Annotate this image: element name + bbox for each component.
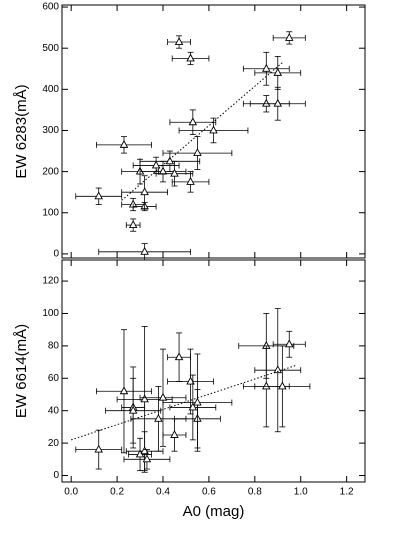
point — [262, 381, 271, 390]
point — [94, 191, 103, 200]
point — [119, 139, 129, 148]
y-tick-label: 500 — [42, 43, 59, 54]
y-tick-label: 20 — [48, 438, 60, 449]
fit-line — [71, 364, 297, 441]
point — [94, 444, 103, 453]
y-tick-label: 0 — [53, 470, 59, 481]
point — [128, 220, 138, 229]
x-tick-label: 0.6 — [202, 487, 216, 498]
point — [140, 187, 149, 196]
point — [174, 37, 184, 45]
x-tick-label: 0.0 — [64, 487, 78, 498]
point — [284, 32, 294, 41]
y-tick-label: 120 — [42, 276, 59, 287]
point — [193, 148, 202, 157]
y-axis-label: EW 6283(mÅ) — [13, 84, 30, 178]
point — [273, 67, 283, 76]
y-tick-label: 60 — [48, 373, 60, 384]
y-tick-label: 100 — [42, 207, 59, 218]
x-axis-label: A0 (mag) — [183, 503, 245, 520]
point — [186, 176, 195, 185]
y-tick-label: 400 — [42, 84, 59, 95]
y-tick-label: 80 — [48, 341, 60, 352]
y-tick-label: 0 — [53, 249, 59, 260]
point — [273, 98, 283, 107]
point — [262, 98, 271, 107]
y-tick-label: 100 — [42, 308, 59, 319]
point — [140, 394, 149, 403]
point — [188, 402, 198, 411]
point — [119, 386, 129, 395]
x-tick-label: 0.4 — [156, 487, 170, 498]
fit-line — [121, 62, 283, 201]
point — [209, 125, 218, 134]
x-tick-label: 1.0 — [294, 487, 308, 498]
point — [140, 446, 149, 455]
point — [128, 405, 138, 414]
point — [151, 160, 161, 169]
point — [262, 63, 271, 72]
point — [186, 53, 195, 62]
point — [142, 454, 152, 463]
y-tick-label: 200 — [42, 166, 59, 177]
point — [278, 381, 287, 390]
point — [273, 365, 283, 374]
y-tick-label: 600 — [42, 2, 59, 13]
point — [154, 413, 163, 422]
point — [170, 430, 179, 438]
x-tick-label: 0.2 — [110, 487, 124, 498]
y-axis-label: EW 6614(mÅ) — [13, 324, 30, 418]
point — [158, 166, 168, 175]
point — [284, 339, 294, 348]
point — [140, 246, 149, 255]
point — [193, 397, 202, 406]
point — [170, 168, 179, 177]
plot-frame — [61, 4, 366, 259]
plot-frame — [61, 259, 366, 483]
point — [158, 392, 168, 401]
point — [165, 156, 175, 165]
y-tick-label: 300 — [42, 125, 59, 136]
point — [174, 352, 184, 361]
x-tick-label: 0.8 — [248, 487, 262, 498]
point — [186, 376, 195, 385]
y-tick-label: 40 — [48, 405, 60, 416]
point — [188, 117, 198, 126]
x-tick-label: 1.2 — [340, 487, 354, 498]
